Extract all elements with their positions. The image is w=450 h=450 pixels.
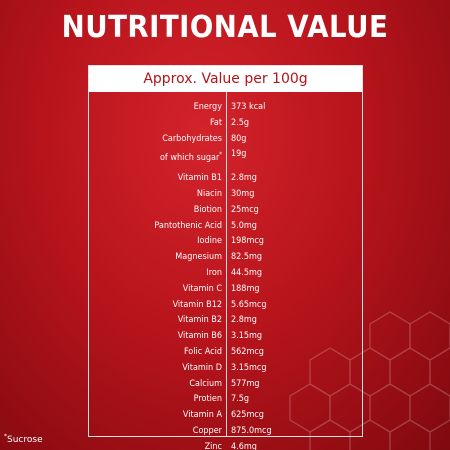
nutrient-value: 875.0mcg (231, 425, 272, 436)
nutrient-name: Iodine (197, 236, 222, 247)
nutrient-row: Copper 875.0mcg (89, 424, 362, 440)
nutrient-value: 82.5mg (231, 252, 263, 263)
nutrient-name: Energy (193, 102, 222, 112)
nutrient-name: Vitamin C (182, 283, 222, 294)
nutrient-value: 562mcg (231, 346, 264, 357)
hexagon-pattern (289, 311, 450, 450)
nutrient-row: Folic Acid 562mcg (89, 345, 362, 361)
nutrient-value: 44.5mg (231, 267, 263, 278)
nutrient-name: Vitamin B2 (177, 315, 222, 326)
nutrient-value: 625mcg (231, 410, 264, 421)
nutrient-name: Vitamin B1 (177, 173, 222, 184)
nutrient-row: Vitamin C 188mg (89, 282, 362, 298)
nutrient-value: 2.5g (231, 117, 250, 128)
nutrient-row: Magnesium 82.5mg (89, 250, 362, 266)
nutrient-row: Fat 2.5g (89, 116, 362, 132)
nutrient-value: 2.8mg (231, 315, 257, 326)
nutrient-name: Pantothenic Acid (154, 220, 222, 231)
nutrition-rows: Energy 373 kcal Fat 2.5g Carbohydrates 80g of … (89, 92, 362, 450)
nutrient-row: Vitamin B2 2.8mg (89, 313, 362, 329)
nutrient-value: 373 kcal (231, 102, 266, 112)
nutrient-value: 4.6mg (231, 441, 257, 450)
nutrient-value: 577mg (231, 378, 260, 389)
nutrient-row: Carbohydrates 80g (89, 132, 362, 148)
nutrient-row: Vitamin A 625mcg (89, 408, 362, 424)
nutrient-row: Energy 373 kcal (89, 100, 362, 116)
nutrient-row: Vitamin D 3.15mcg (89, 361, 362, 377)
nutrient-name: Vitamin B12 (172, 299, 222, 310)
nutrient-name: Carbohydrates (162, 133, 222, 144)
nutrient-name: Protien (193, 394, 222, 405)
nutrient-row: Vitamin B6 3.15mg (89, 329, 362, 345)
nutrient-value: 25mcg (231, 204, 259, 215)
nutrient-name: Magnesium (175, 252, 222, 263)
nutrient-row: of which sugar* 19g (89, 147, 362, 163)
page-title: NUTRITIONAL VALUE (61, 10, 389, 45)
nutrient-row: Niacin 30mg (89, 187, 362, 203)
nutrient-row: Vitamin B12 5.65mcg (89, 298, 362, 314)
nutrient-name: Iron (206, 267, 222, 278)
nutrient-row: Iodine 198mcg (89, 234, 362, 250)
panel-header: Approx. Value per 100g (89, 66, 362, 92)
nutrient-value: 5.65mcg (231, 299, 267, 310)
nutrient-value: 188mg (231, 283, 260, 294)
nutrient-name: Vitamin D (182, 362, 222, 373)
nutrient-name: Niacin (196, 188, 222, 199)
group-gap (89, 163, 362, 171)
nutrient-value: 3.15mg (231, 331, 263, 342)
nutrient-name: Biotion (193, 204, 222, 215)
nutrient-value: 198mcg (231, 236, 264, 247)
nutrient-name: Fat (210, 117, 222, 128)
column-divider (226, 92, 227, 436)
nutrient-name: of which sugar* (159, 151, 222, 164)
nutrient-value: 5.0mg (231, 220, 257, 231)
nutrient-name: Calcium (189, 378, 222, 389)
nutrient-value: 3.15mcg (231, 362, 267, 373)
nutrient-name: Vitamin B6 (177, 331, 222, 342)
nutrient-row: Calcium 577mg (89, 377, 362, 393)
nutrient-name: Zinc (204, 441, 222, 450)
nutrient-row: Biotion 25mcg (89, 203, 362, 219)
nutrient-value: 2.8mg (231, 173, 257, 184)
nutrient-value: 30mg (231, 188, 255, 199)
nutrient-value: 19g (231, 149, 247, 160)
nutrient-row: Vitamin B1 2.8mg (89, 171, 362, 187)
nutrient-row: Iron 44.5mg (89, 266, 362, 282)
nutrient-row: Pantothenic Acid 5.0mg (89, 219, 362, 235)
nutrient-name: Folic Acid (183, 346, 222, 357)
micros-group: Vitamin B1 2.8mg Niacin 30mg Biotion 25mcg Pan… (89, 171, 362, 450)
footnote-marker: * (219, 151, 222, 159)
footnote-text: Sucrose (7, 435, 43, 445)
nutrient-value: 7.5g (231, 394, 250, 405)
nutrient-name: Vitamin A (182, 410, 222, 421)
nutrition-panel: Approx. Value per 100g Energy 373 kcal Fat… (88, 65, 363, 450)
nutrient-row: Protien 7.5g (89, 392, 362, 408)
nutrient-row: Zinc 4.6mg (89, 440, 362, 450)
footnote: *Sucrose (4, 433, 43, 445)
macros-group: Energy 373 kcal Fat 2.5g Carbohydrates 80g of … (89, 100, 362, 163)
nutrient-value: 80g (231, 133, 247, 144)
footnote-mark: * (4, 433, 7, 440)
nutrient-name: Copper (192, 425, 222, 436)
